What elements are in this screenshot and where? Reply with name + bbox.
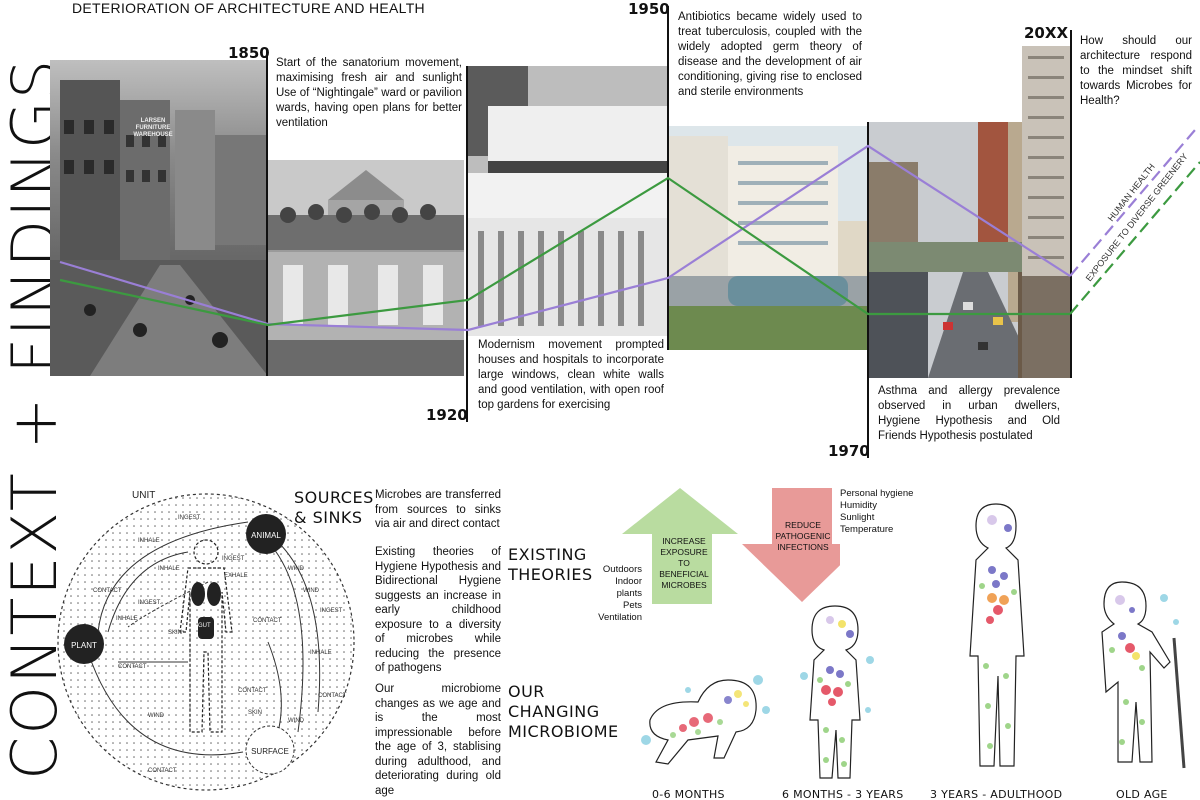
photo-sanatorium [268,160,464,376]
flow-label: INGEST [222,556,245,562]
desc-1920: Modernism movement prompted houses and h… [478,339,664,411]
flow-label: CONTACT [93,588,122,594]
human-silhouette [179,539,233,733]
flow-label: INHALE [158,566,180,572]
elderly-figure [1101,581,1186,769]
plant-node [64,624,104,664]
stage-label: OLD AGE [1116,788,1168,800]
year-1950: 1950 [628,0,670,18]
theories-heading: EXISTING THEORIES [508,545,593,584]
reduce-arrow [742,488,840,602]
increase-item: Indoor plants [615,576,642,599]
increase-item: Outdoors [602,564,642,575]
sources-sinks-diagram: ANIMAL PLANT SURFACE UNIT INGEST. INHALE… [57,490,355,791]
stage-label: 6 MONTHS - 3 YEARS [782,788,904,800]
increase-list: Outdoors Indoor plants Pets Ventilation [592,564,642,624]
unit-label: UNIT [132,490,155,501]
reduce-item: Sunlight [840,512,875,523]
human-health-line [59,144,1071,332]
reduce-item: Temperature [840,524,894,535]
year-20xx: 20XX [1024,24,1069,42]
flow-label: INHALE [116,616,138,622]
flow-label: INHALE [310,650,332,656]
reduce-item: Humidity [840,500,877,511]
flow-label: INGEST [320,608,343,614]
stage-label: 0-6 MONTHS [652,788,725,800]
microbiome-text: Our microbiome changes as we age and is … [375,683,501,797]
year-1970: 1970 [828,442,870,460]
microbiome-heading: OUR CHANGING MICROBIOME [508,682,619,741]
flow-label: EXHALE [224,573,248,579]
timeline-marker-20xx [1070,30,1072,378]
theory-arrows [622,488,840,604]
desc-1970: Asthma and allergy prevalence observed i… [878,385,1060,442]
flow-label: CONTACT [318,693,347,699]
desc-20xx: How should our architecture respond to t… [1080,35,1192,107]
flow-label: GUT [198,623,211,629]
desc-1850: Start of the sanatorium movement, maximi… [276,57,462,129]
theories-text: Existing theories of Hygiene Hypothesis … [375,546,501,674]
animal-node [246,514,286,554]
plant-label: PLANT [71,641,97,650]
sanatorium-illustration [268,160,464,376]
page-title: DETERIORATION OF ARCHITECTURE AND HEALTH [72,0,425,16]
flow-label: CONTACT [148,768,177,774]
human-health-projection [1069,129,1196,277]
organs [191,582,221,639]
sources-heading: SOURCES & SINKS [294,488,374,527]
year-1850: 1850 [228,44,270,62]
tower-illustration [1022,46,1070,378]
flow-label: INGEST. [178,515,202,521]
desc-1950: Antibiotics became widely used to treat … [678,11,862,98]
flow-label: CONTACT [118,664,147,670]
flow-label: INGEST. [138,600,162,606]
flow-label: CONTACT [238,688,267,694]
reduce-list: Personal hygiene Humidity Sunlight Tempe… [840,488,930,536]
flow-label: WIND [303,588,320,594]
increase-arrow [622,488,738,604]
photo-hospital-1950 [668,126,868,350]
sources-text: Microbes are transferred from sources to… [375,489,501,530]
flow-label: SKIN [168,630,182,636]
legend-greenery: EXPOSURE TO DIVERSE GREENERY [1084,151,1190,283]
flow-label: WIND [288,566,305,572]
walking-cane [1172,637,1186,769]
flow-label: WIND [288,718,305,724]
photo-tower-20xx [1022,46,1070,378]
hospital-illustration [668,126,868,350]
greenery-projection [1069,161,1200,315]
timeline-marker-1920 [466,66,468,422]
flow-label: CONTACT [253,618,282,624]
flow-label: SKIN [248,710,262,716]
unit-boundary [57,493,355,791]
photo-sign-text: LARSEN FURNITURE WAREHOUSE [133,118,173,138]
surface-node [245,725,295,775]
timeline-marker-1970 [867,122,869,458]
increase-item: Pets [622,600,642,611]
photo-1850-street: LARSEN FURNITURE WAREHOUSE [50,60,268,376]
animal-label: ANIMAL [251,531,281,540]
infant-figure [641,675,770,765]
surface-label: SURFACE [251,747,289,756]
reduce-item: Personal hygiene [840,488,914,499]
increase-item: Ventilation [598,612,642,623]
stage-label: 3 YEARS - ADULTHOOD [930,788,1063,800]
flow-label: INHALE [138,538,160,544]
timeline-marker-1850 [266,50,268,376]
greenery-line [59,176,1070,327]
year-1920: 1920 [426,406,468,424]
flow-label: WIND [148,713,165,719]
reduce-arrow-label: REDUCE PATHOGENIC INFECTIONS [775,520,831,552]
adult-figure [969,503,1025,767]
increase-arrow-label: INCREASE EXPOSURE TO BENEFICIAL MICROBES [659,536,709,590]
toddler-figure [800,605,874,779]
